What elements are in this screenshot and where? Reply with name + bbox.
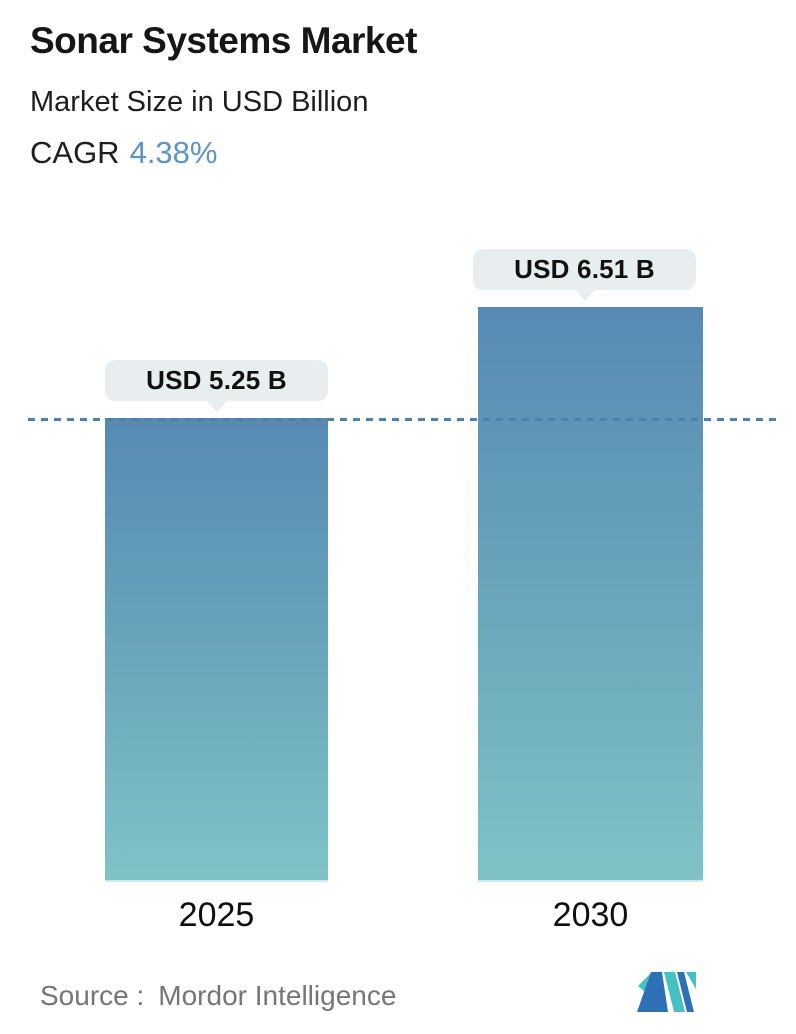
x-axis-label-2030: 2030 bbox=[552, 896, 629, 934]
cagr-line: CAGR 4.38% bbox=[30, 133, 417, 173]
chart-header: Sonar Systems Market Market Size in USD … bbox=[30, 18, 417, 173]
bar-2025 bbox=[105, 418, 328, 882]
reference-dashed-line bbox=[28, 418, 782, 421]
cagr-value: 4.38% bbox=[129, 135, 218, 170]
x-axis-label-2025: 2025 bbox=[178, 896, 255, 934]
source-label: Source : bbox=[40, 980, 145, 1011]
page-title: Sonar Systems Market bbox=[30, 20, 417, 61]
value-label-2030: USD 6.51 B bbox=[473, 249, 696, 290]
chart-subtitle: Market Size in USD Billion bbox=[30, 86, 369, 118]
mordor-intelligence-logo bbox=[637, 972, 696, 1012]
source-line: Source : Mordor Intelligence bbox=[40, 980, 396, 1012]
bar-2030 bbox=[478, 307, 703, 882]
cagr-label: CAGR bbox=[30, 135, 120, 170]
value-label-2030-text: USD 6.51 B bbox=[514, 254, 655, 284]
value-label-2025: USD 5.25 B bbox=[105, 360, 328, 401]
source-value: Mordor Intelligence bbox=[158, 980, 397, 1011]
value-label-2025-text: USD 5.25 B bbox=[146, 365, 287, 395]
